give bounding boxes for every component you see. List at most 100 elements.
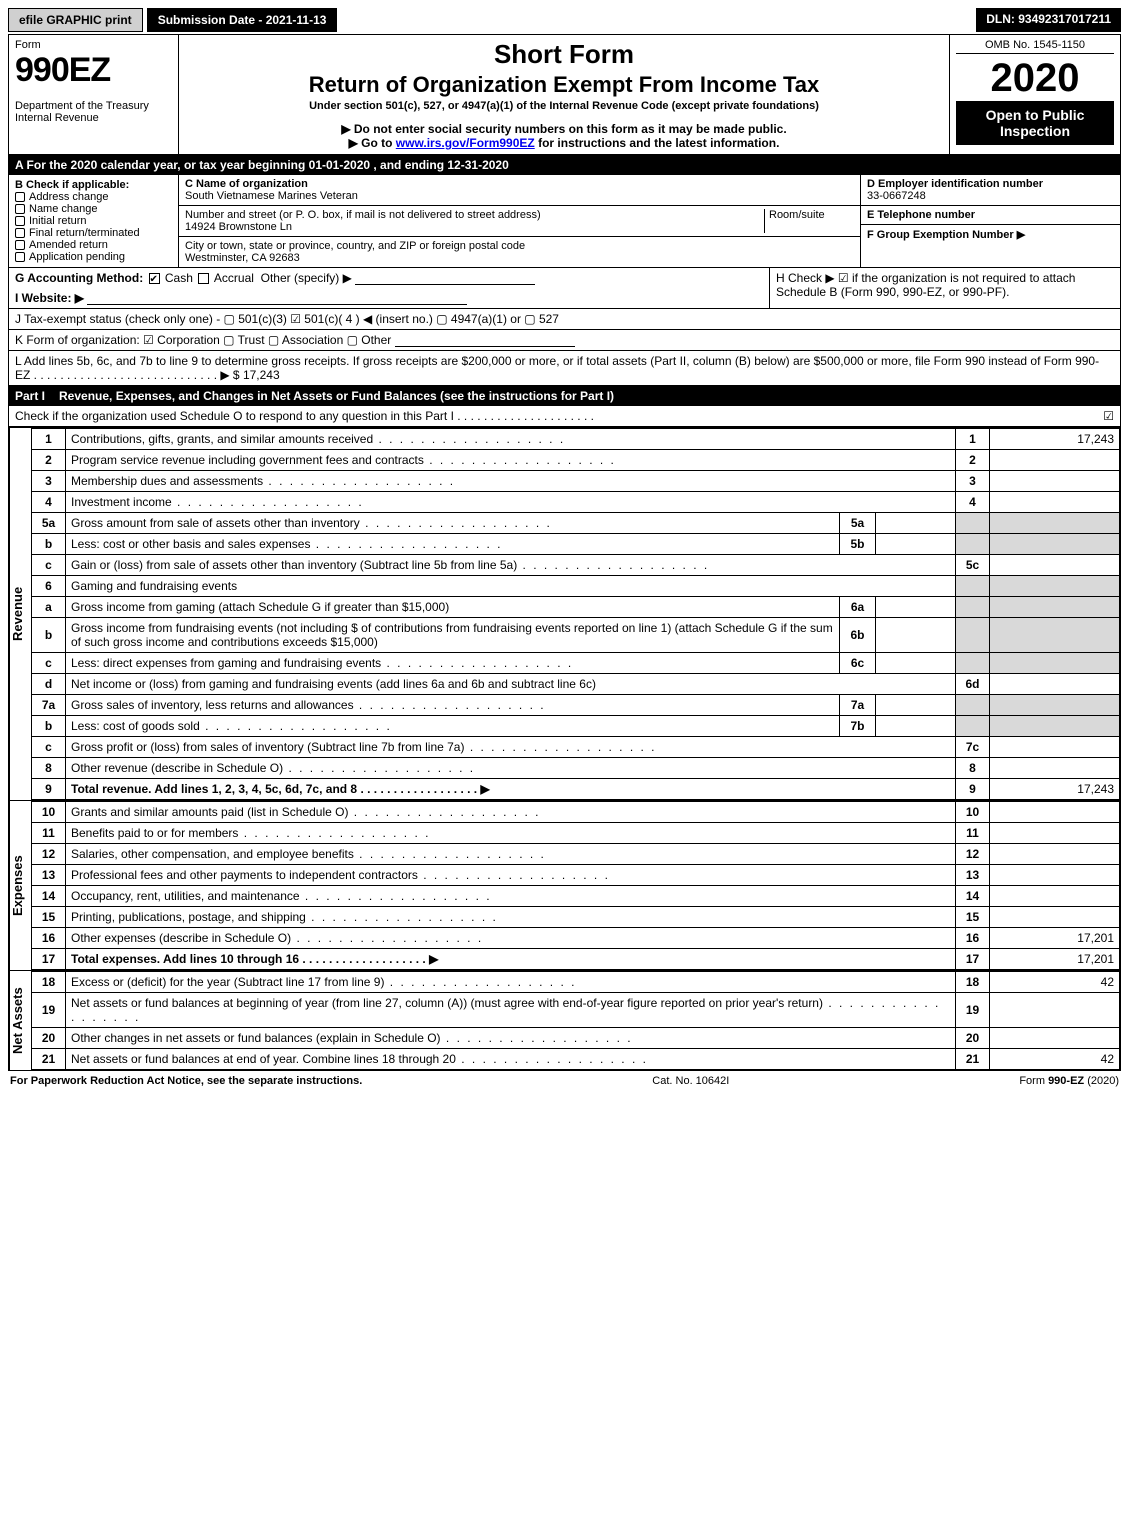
l2-val xyxy=(990,450,1120,471)
department-label: Department of the Treasury Internal Reve… xyxy=(15,100,172,124)
l15-rn: 15 xyxy=(956,907,990,928)
l11-val xyxy=(990,823,1120,844)
l7a-mb: 7a xyxy=(840,695,876,716)
l3-val xyxy=(990,471,1120,492)
l21-rn: 21 xyxy=(956,1049,990,1070)
footer-right-b: 990-EZ xyxy=(1048,1075,1084,1087)
chk-initial-return[interactable]: Initial return xyxy=(15,215,172,227)
c-city-cell: City or town, state or province, country… xyxy=(179,237,860,267)
footer-right-pre: Form xyxy=(1019,1075,1048,1087)
col-d-e-f: D Employer identification number 33-0667… xyxy=(860,175,1120,267)
l12-no: 12 xyxy=(32,844,66,865)
line-7c: cGross profit or (loss) from sales of in… xyxy=(32,737,1120,758)
l14-no: 14 xyxy=(32,886,66,907)
irs-link[interactable]: www.irs.gov/Form990EZ xyxy=(396,136,535,150)
toolbar-spacer xyxy=(341,8,972,32)
l16-rn: 16 xyxy=(956,928,990,949)
chk-amended-return[interactable]: Amended return xyxy=(15,239,172,251)
l6b-rn xyxy=(956,618,990,653)
chk-cash[interactable] xyxy=(149,273,160,284)
l18-no: 18 xyxy=(32,972,66,993)
l17-desc: Total expenses. Add lines 10 through 16 … xyxy=(71,952,438,966)
l5c-val xyxy=(990,555,1120,576)
header-left: Form 990EZ Department of the Treasury In… xyxy=(9,35,179,154)
l5b-mb: 5b xyxy=(840,534,876,555)
l20-val xyxy=(990,1028,1120,1049)
line-16: 16Other expenses (describe in Schedule O… xyxy=(32,928,1120,949)
part1-check-mark[interactable]: ☑ xyxy=(1103,409,1114,423)
l17-rn: 17 xyxy=(956,949,990,970)
l6d-val xyxy=(990,674,1120,695)
net-assets-section: Net Assets 18Excess or (deficit) for the… xyxy=(9,970,1120,1070)
other-label: Other (specify) ▶ xyxy=(261,271,352,285)
part1-header: Part I Revenue, Expenses, and Changes in… xyxy=(9,386,1120,406)
line-5a: 5aGross amount from sale of assets other… xyxy=(32,513,1120,534)
revenue-side-label: Revenue xyxy=(9,428,31,800)
expenses-section: Expenses 10Grants and similar amounts pa… xyxy=(9,800,1120,970)
warn2-post: for instructions and the latest informat… xyxy=(535,136,780,150)
net-assets-table: 18Excess or (deficit) for the year (Subt… xyxy=(31,971,1120,1070)
col-b-checkboxes: B Check if applicable: Address change Na… xyxy=(9,175,179,267)
l1-no: 1 xyxy=(32,429,66,450)
l6-rn xyxy=(956,576,990,597)
l2-no: 2 xyxy=(32,450,66,471)
f-group-cell: F Group Exemption Number ▶ xyxy=(861,225,1120,244)
header-row: Form 990EZ Department of the Treasury In… xyxy=(9,35,1120,155)
l10-desc: Grants and similar amounts paid (list in… xyxy=(71,805,540,819)
line-18: 18Excess or (deficit) for the year (Subt… xyxy=(32,972,1120,993)
l8-rn: 8 xyxy=(956,758,990,779)
l6-val xyxy=(990,576,1120,597)
warning-ssn: ▶ Do not enter social security numbers o… xyxy=(185,122,943,136)
l10-val xyxy=(990,802,1120,823)
l19-rn: 19 xyxy=(956,993,990,1028)
l6a-no: a xyxy=(32,597,66,618)
form-word: Form xyxy=(15,39,172,51)
chk-accrual[interactable] xyxy=(198,273,209,284)
row-l-text: L Add lines 5b, 6c, and 7b to line 9 to … xyxy=(15,354,1099,382)
line-21: 21Net assets or fund balances at end of … xyxy=(32,1049,1120,1070)
l21-no: 21 xyxy=(32,1049,66,1070)
l5b-mv xyxy=(876,534,956,555)
chk-address-change-label: Address change xyxy=(29,191,109,203)
top-toolbar: efile GRAPHIC print Submission Date - 20… xyxy=(8,8,1121,32)
net-assets-side-label: Net Assets xyxy=(9,971,31,1070)
line-11: 11Benefits paid to or for members11 xyxy=(32,823,1120,844)
i-label: I Website: ▶ xyxy=(15,291,84,305)
row-h: H Check ▶ ☑ if the organization is not r… xyxy=(770,268,1120,308)
l6c-no: c xyxy=(32,653,66,674)
l4-rn: 4 xyxy=(956,492,990,513)
row-l: L Add lines 5b, 6c, and 7b to line 9 to … xyxy=(9,351,1120,386)
l13-rn: 13 xyxy=(956,865,990,886)
part1-check-row: Check if the organization used Schedule … xyxy=(9,406,1120,427)
d-label: D Employer identification number xyxy=(867,178,1043,190)
k-other-blank[interactable] xyxy=(395,335,575,347)
website-blank[interactable] xyxy=(87,293,467,305)
l9-rn: 9 xyxy=(956,779,990,800)
tax-year: 2020 xyxy=(956,56,1114,101)
other-specify-blank[interactable] xyxy=(355,273,535,285)
l1-desc: Contributions, gifts, grants, and simila… xyxy=(71,432,565,446)
line-19: 19Net assets or fund balances at beginni… xyxy=(32,993,1120,1028)
line-7a: 7aGross sales of inventory, less returns… xyxy=(32,695,1120,716)
l9-desc: Total revenue. Add lines 1, 2, 3, 4, 5c,… xyxy=(71,782,490,796)
l5b-no: b xyxy=(32,534,66,555)
efile-print-button[interactable]: efile GRAPHIC print xyxy=(8,8,143,32)
part1-num: Part I xyxy=(15,389,45,403)
l17-no: 17 xyxy=(32,949,66,970)
row-l-val: 17,243 xyxy=(243,368,280,382)
part1-check-text: Check if the organization used Schedule … xyxy=(15,409,1103,423)
l11-no: 11 xyxy=(32,823,66,844)
block-b-c-d: B Check if applicable: Address change Na… xyxy=(9,175,1120,268)
l6c-val xyxy=(990,653,1120,674)
street-val: 14924 Brownstone Ln xyxy=(185,221,292,233)
l13-no: 13 xyxy=(32,865,66,886)
l6a-val xyxy=(990,597,1120,618)
chk-name-change[interactable]: Name change xyxy=(15,203,172,215)
l7c-rn: 7c xyxy=(956,737,990,758)
l13-val xyxy=(990,865,1120,886)
submission-date-button[interactable]: Submission Date - 2021-11-13 xyxy=(147,8,338,32)
chk-address-change[interactable]: Address change xyxy=(15,191,172,203)
l8-val xyxy=(990,758,1120,779)
chk-final-return[interactable]: Final return/terminated xyxy=(15,227,172,239)
chk-application-pending[interactable]: Application pending xyxy=(15,251,172,263)
